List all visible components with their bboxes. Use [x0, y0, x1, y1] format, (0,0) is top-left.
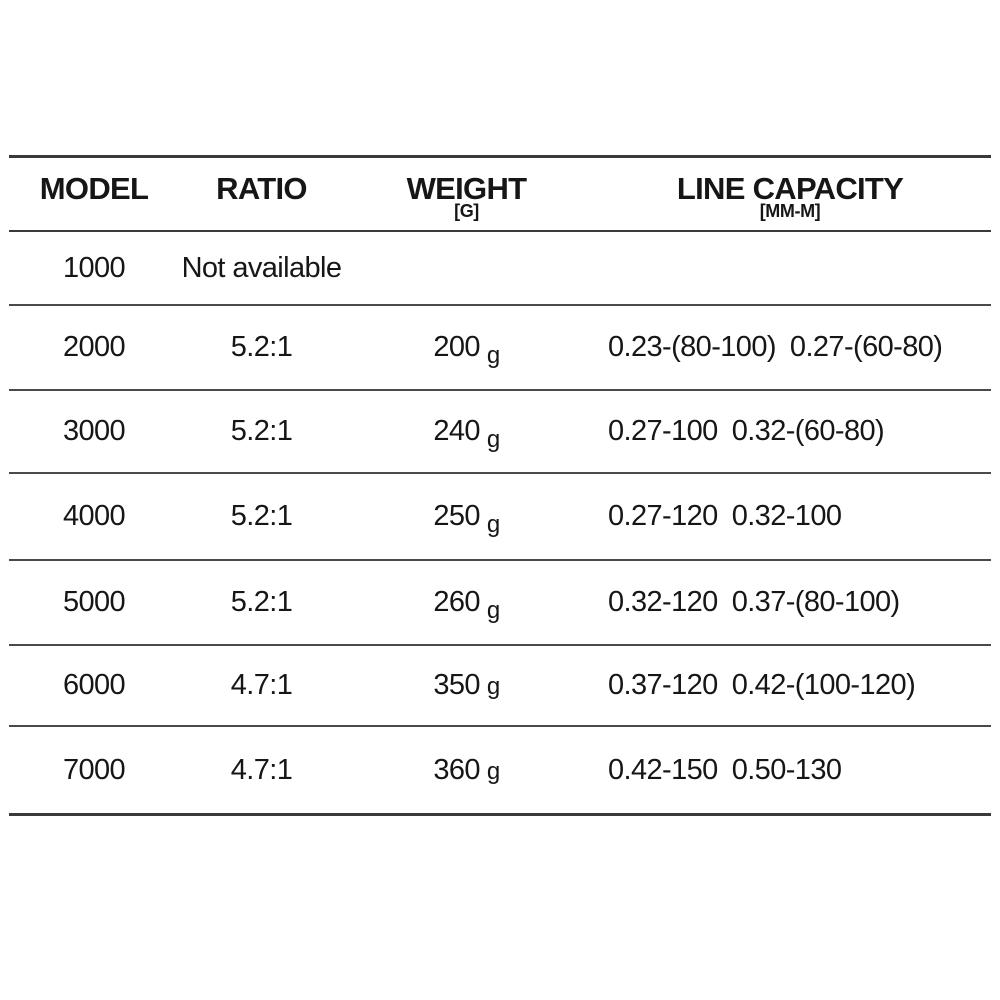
ratio-cell: Not available [181, 251, 342, 284]
ratio-cell: 4.7:1 [230, 753, 293, 786]
spec-table: MODEL RATIO WEIGHT [G] LINE CAPACITY [MM… [9, 155, 991, 816]
table-row-6000: 6000 4.7:1 350 g 0.37-120 0.42-(100-120) [9, 646, 991, 727]
model-cell: 5000 [62, 586, 126, 618]
capacity-value-1: 0.42-150 [608, 753, 718, 786]
weight-value: 260 [433, 586, 480, 618]
weight-unit: g [486, 342, 500, 369]
header-line-capacity: LINE CAPACITY [MM-M] [589, 158, 991, 221]
model-cell: 4000 [62, 500, 126, 532]
header-weight: WEIGHT [G] [344, 158, 589, 221]
capacity-value-2: 0.50-130 [731, 753, 842, 786]
capacity-value-1: 0.27-120 [608, 500, 718, 532]
ratio-cell: 5.2:1 [230, 415, 293, 447]
capacity-value-2: 0.42-(100-120) [731, 669, 916, 701]
header-weight-label: WEIGHT [406, 171, 527, 206]
table-row-3000: 3000 5.2:1 240 g 0.27-100 0.32-(60-80) [9, 391, 991, 474]
line-capacity-cell: 0.27-100 0.32-(60-80) [589, 415, 991, 448]
capacity-value-1: 0.27-100 [608, 415, 718, 447]
header-line-capacity-unit: [MM-M] [759, 201, 821, 221]
capacity-value-2: 0.27-(60-80) [789, 331, 943, 363]
table-row-5000: 5000 5.2:1 260 g 0.32-120 0.37-(80-100) [9, 561, 991, 646]
weight-cell: 240 g [344, 415, 589, 453]
weight-unit: g [486, 426, 500, 453]
ratio-cell: 5.2:1 [230, 331, 293, 363]
weight-unit: g [486, 757, 500, 785]
ratio-cell: 4.7:1 [230, 669, 293, 701]
line-capacity-cell: 0.23-(80-100) 0.27-(60-80) [589, 331, 991, 364]
table-header-row: MODEL RATIO WEIGHT [G] LINE CAPACITY [MM… [9, 158, 991, 232]
model-cell: 6000 [62, 669, 126, 701]
table-row-2000: 2000 5.2:1 200 g 0.23-(80-100) 0.27-(60-80… [9, 306, 991, 391]
header-model-label: MODEL [39, 171, 149, 206]
ratio-cell: 5.2:1 [230, 500, 293, 532]
capacity-value-1: 0.37-120 [608, 669, 718, 701]
line-capacity-cell: 0.42-150 0.50-130 [589, 754, 991, 787]
header-ratio: RATIO [179, 158, 344, 206]
capacity-value-2: 0.37-(80-100) [731, 586, 901, 618]
weight-cell: 250 g [344, 500, 589, 538]
weight-unit: g [486, 673, 500, 700]
weight-cell: 260 g [344, 586, 589, 624]
ratio-cell: 5.2:1 [230, 586, 293, 618]
header-line-capacity-label: LINE CAPACITY [676, 171, 904, 206]
capacity-value-1: 0.32-120 [608, 586, 718, 618]
line-capacity-cell: 0.32-120 0.37-(80-100) [589, 586, 991, 619]
table-row-4000: 4000 5.2:1 250 g 0.27-120 0.32-100 [9, 474, 991, 561]
weight-value: 350 [433, 669, 480, 701]
weight-value: 200 [433, 331, 480, 363]
model-cell: 1000 [62, 251, 126, 284]
weight-cell: 200 g [344, 331, 589, 369]
weight-cell: 350 g [344, 669, 589, 702]
table-row-7000: 7000 4.7:1 360 g 0.42-150 0.50-130 [9, 727, 991, 813]
line-capacity-cell: 0.27-120 0.32-100 [589, 500, 991, 533]
weight-unit: g [486, 597, 500, 624]
weight-value: 240 [433, 415, 480, 447]
model-cell: 2000 [62, 331, 126, 363]
header-ratio-label: RATIO [216, 171, 307, 206]
header-model: MODEL [9, 158, 179, 206]
capacity-value-2: 0.32-100 [731, 500, 842, 532]
table-row-1000: 1000 Not available [9, 232, 991, 306]
weight-unit: g [486, 511, 500, 538]
header-weight-unit: [G] [454, 201, 479, 221]
model-cell: 7000 [62, 753, 126, 786]
line-capacity-cell: 0.37-120 0.42-(100-120) [589, 669, 991, 702]
capacity-value-1: 0.23-(80-100) [608, 331, 777, 363]
weight-value: 250 [433, 500, 480, 532]
weight-value: 360 [433, 753, 480, 786]
weight-cell: 360 g [344, 754, 589, 787]
capacity-value-2: 0.32-(60-80) [731, 415, 885, 447]
model-cell: 3000 [62, 415, 126, 447]
